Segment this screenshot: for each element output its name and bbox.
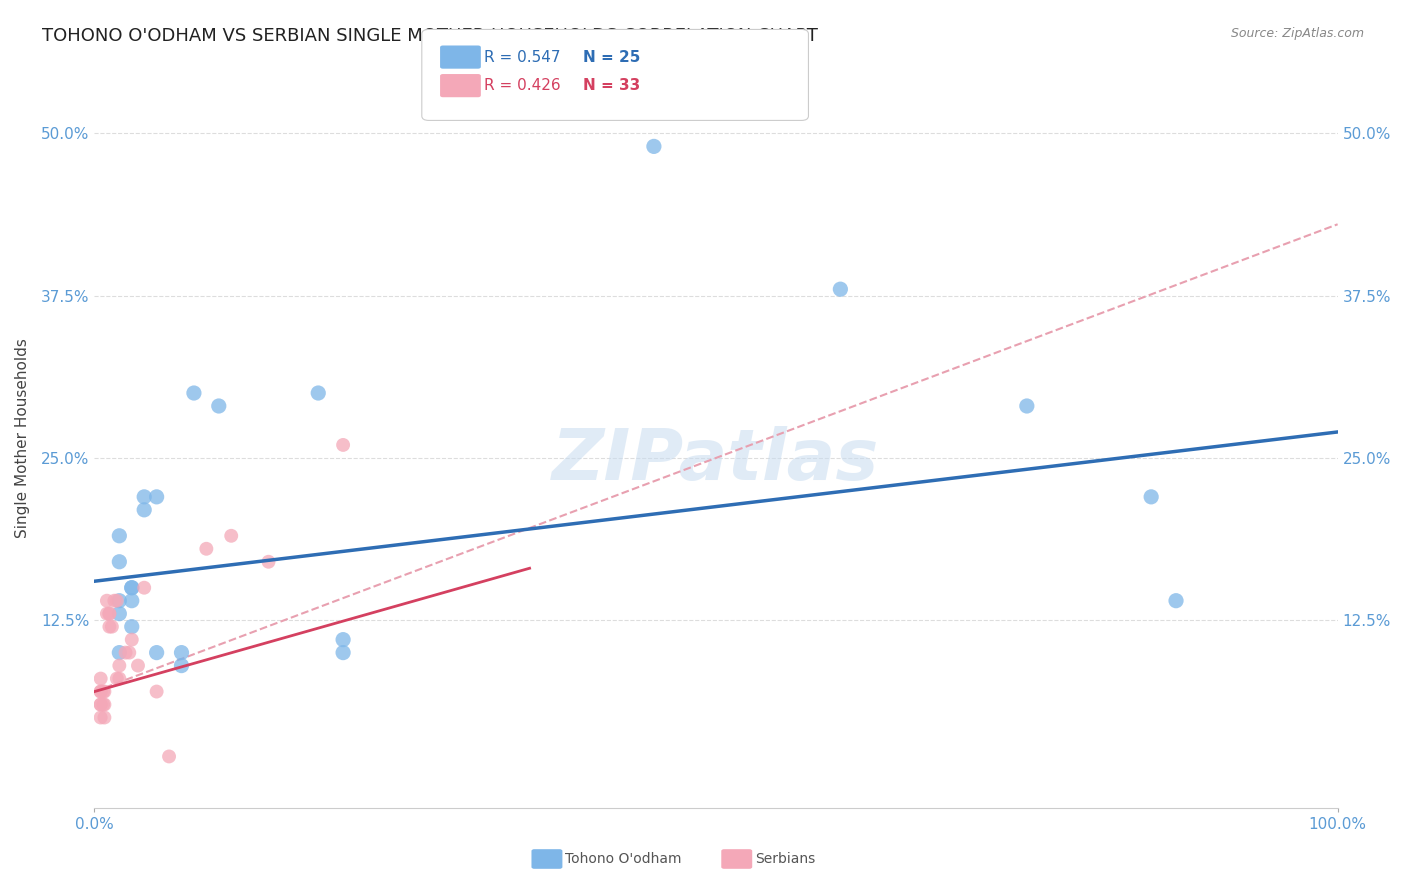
Point [307,386,329,401]
Point [91,684,114,698]
Point [105,672,128,686]
Point [208,399,231,413]
Point [114,646,136,660]
Point [90,684,112,698]
Point [108,672,131,686]
Point [108,529,131,543]
Point [643,139,665,153]
Point [183,386,205,401]
Point [93,710,115,724]
Point [93,684,115,698]
Point [134,503,156,517]
Point [108,555,131,569]
Point [127,658,149,673]
Point [134,581,156,595]
Text: Source: ZipAtlas.com: Source: ZipAtlas.com [1230,27,1364,40]
Point [1015,399,1038,413]
Point [121,581,143,595]
Point [121,632,143,647]
Point [121,581,143,595]
Point [332,438,354,452]
Point [134,490,156,504]
Point [90,698,112,712]
Text: Tohono O'odham: Tohono O'odham [565,852,682,866]
Point [101,620,124,634]
Point [121,593,143,607]
Point [145,490,167,504]
Text: N = 33: N = 33 [583,78,641,93]
Point [257,555,280,569]
Point [96,593,118,607]
Point [145,684,167,698]
Point [1140,490,1163,504]
Point [96,607,118,621]
Text: Serbians: Serbians [755,852,815,866]
Point [219,529,242,543]
Point [90,710,112,724]
Point [332,632,354,647]
Point [105,593,128,607]
Text: R = 0.426: R = 0.426 [484,78,560,93]
Point [98,607,121,621]
Point [98,620,121,634]
Point [90,698,112,712]
Text: R = 0.547: R = 0.547 [484,50,560,64]
Point [108,593,131,607]
Text: N = 25: N = 25 [583,50,641,64]
Point [170,658,193,673]
Text: ZIPatlas: ZIPatlas [553,426,880,495]
Point [830,282,852,296]
Point [332,646,354,660]
Point [103,593,125,607]
Point [108,658,131,673]
Point [90,672,112,686]
Point [1164,593,1187,607]
Text: TOHONO O'ODHAM VS SERBIAN SINGLE MOTHER HOUSEHOLDS CORRELATION CHART: TOHONO O'ODHAM VS SERBIAN SINGLE MOTHER … [42,27,818,45]
Point [91,698,114,712]
Y-axis label: Single Mother Households: Single Mother Households [15,338,30,539]
Point [93,698,115,712]
Point [118,646,141,660]
Point [195,541,218,556]
Point [121,620,143,634]
Point [170,646,193,660]
Point [108,607,131,621]
Point [108,646,131,660]
Point [145,646,167,660]
Point [157,749,180,764]
Point [90,684,112,698]
Point [98,607,121,621]
